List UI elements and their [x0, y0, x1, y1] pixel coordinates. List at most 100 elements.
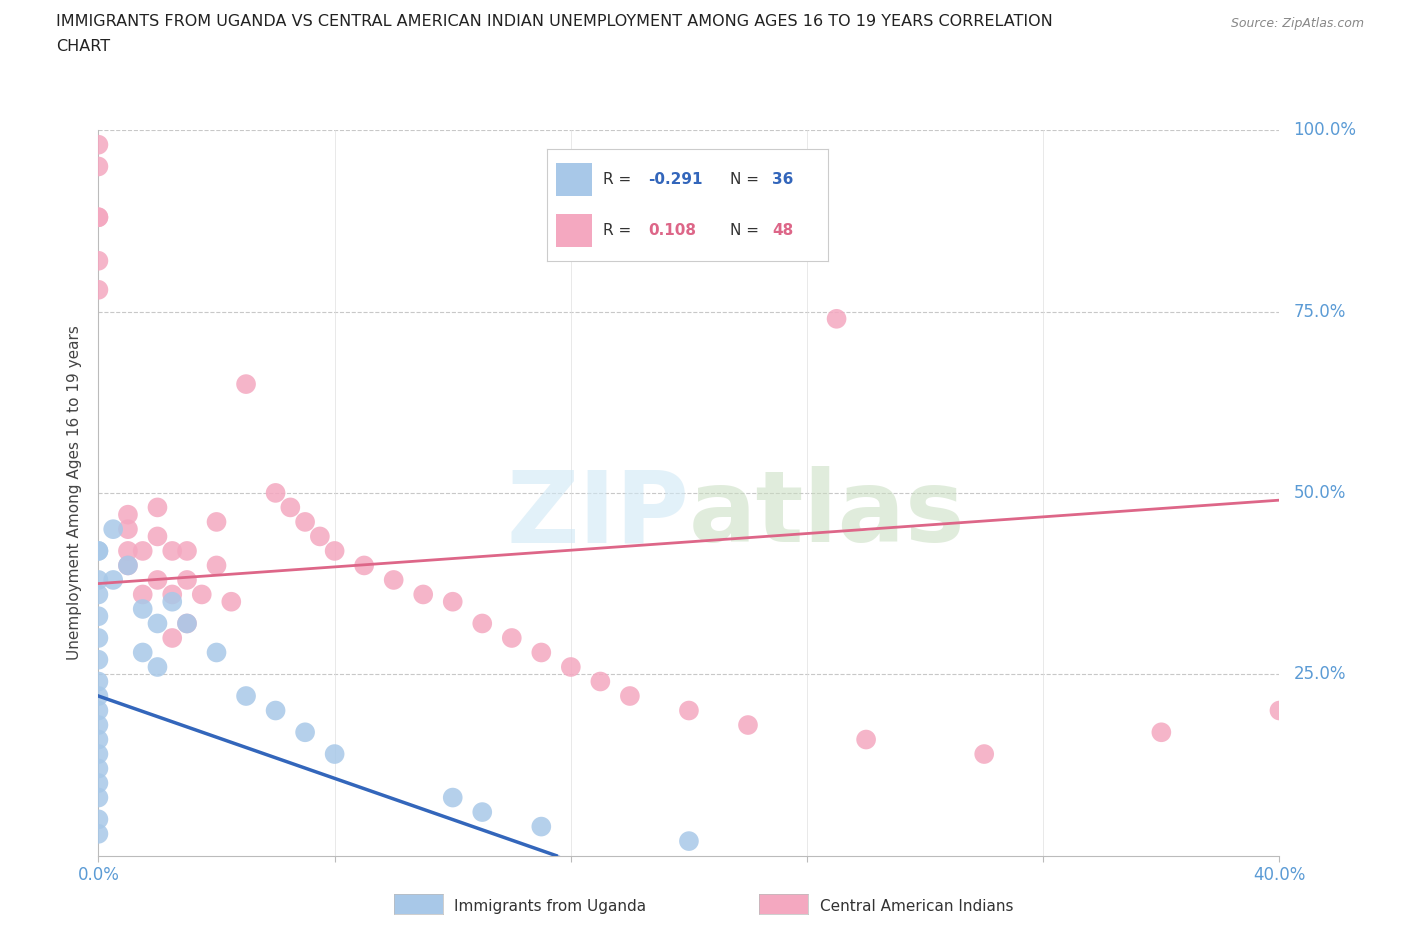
Point	[162, 594, 183, 609]
Point	[619, 688, 641, 703]
Point	[87, 747, 110, 762]
Text: 36: 36	[772, 172, 793, 187]
Point	[117, 543, 139, 558]
Point	[560, 659, 582, 674]
Point	[162, 543, 183, 558]
Point	[219, 594, 242, 609]
Point	[973, 747, 995, 762]
Point	[87, 674, 110, 689]
Point	[441, 790, 464, 805]
Point	[87, 812, 110, 827]
Point	[205, 645, 228, 660]
Point	[205, 514, 228, 529]
Point	[87, 776, 110, 790]
Text: Immigrants from Uganda: Immigrants from Uganda	[454, 899, 647, 914]
Point	[87, 543, 110, 558]
Point	[87, 138, 110, 153]
Point	[162, 587, 183, 602]
Text: ZIP: ZIP	[506, 466, 689, 564]
Point	[117, 522, 139, 537]
Point	[191, 587, 214, 602]
Point	[132, 602, 155, 617]
Point	[87, 253, 110, 268]
Point	[87, 283, 110, 298]
Y-axis label: Unemployment Among Ages 16 to 19 years: Unemployment Among Ages 16 to 19 years	[67, 326, 83, 660]
Point	[294, 724, 316, 739]
Point	[235, 688, 257, 703]
Point	[87, 688, 110, 703]
Point	[87, 210, 110, 225]
Point	[176, 616, 198, 631]
Text: 75.0%: 75.0%	[1294, 302, 1346, 321]
Point	[278, 500, 302, 515]
Text: R =: R =	[603, 223, 641, 238]
Point	[87, 732, 110, 747]
Text: CHART: CHART	[56, 39, 110, 54]
Point	[589, 674, 612, 689]
Text: atlas: atlas	[689, 466, 966, 564]
Point	[176, 573, 198, 588]
Point	[87, 210, 110, 225]
Text: Source: ZipAtlas.com: Source: ZipAtlas.com	[1230, 17, 1364, 30]
FancyBboxPatch shape	[555, 163, 592, 196]
Point	[146, 529, 169, 544]
Point	[323, 543, 346, 558]
Point	[205, 558, 228, 573]
Point	[87, 631, 110, 645]
Point	[412, 587, 434, 602]
Point	[87, 790, 110, 805]
Point	[353, 558, 375, 573]
Point	[103, 522, 125, 537]
Point	[1268, 703, 1291, 718]
Point	[87, 159, 110, 174]
Point	[176, 616, 198, 631]
Text: IMMIGRANTS FROM UGANDA VS CENTRAL AMERICAN INDIAN UNEMPLOYMENT AMONG AGES 16 TO : IMMIGRANTS FROM UGANDA VS CENTRAL AMERIC…	[56, 14, 1053, 29]
Point	[87, 609, 110, 624]
Point	[501, 631, 523, 645]
Text: 0.108: 0.108	[648, 223, 696, 238]
Point	[678, 833, 700, 848]
Text: -0.291: -0.291	[648, 172, 703, 187]
Point	[737, 718, 759, 733]
Point	[103, 573, 125, 588]
Text: Central American Indians: Central American Indians	[820, 899, 1014, 914]
Point	[471, 616, 494, 631]
Point	[294, 514, 316, 529]
Text: R =: R =	[603, 172, 637, 187]
Point	[382, 573, 405, 588]
Point	[87, 587, 110, 602]
Point	[117, 507, 139, 522]
Point	[441, 594, 464, 609]
Text: 25.0%: 25.0%	[1294, 665, 1346, 684]
Point	[235, 377, 257, 392]
Point	[146, 616, 169, 631]
Point	[87, 573, 110, 588]
Point	[132, 645, 155, 660]
Point	[678, 703, 700, 718]
Text: N =: N =	[730, 172, 763, 187]
Point	[530, 645, 553, 660]
Point	[87, 827, 110, 842]
Point	[146, 500, 169, 515]
Point	[87, 652, 110, 667]
Point	[264, 703, 287, 718]
FancyBboxPatch shape	[555, 214, 592, 247]
Point	[132, 543, 155, 558]
Point	[1150, 724, 1173, 739]
Text: 100.0%: 100.0%	[1294, 121, 1357, 140]
Text: N =: N =	[730, 223, 763, 238]
Text: 50.0%: 50.0%	[1294, 484, 1346, 502]
Point	[132, 587, 155, 602]
Point	[117, 558, 139, 573]
Point	[471, 804, 494, 819]
Point	[530, 819, 553, 834]
Point	[162, 631, 183, 645]
Point	[264, 485, 287, 500]
Point	[87, 703, 110, 718]
Point	[855, 732, 877, 747]
Point	[87, 543, 110, 558]
Point	[323, 747, 346, 762]
Point	[176, 543, 198, 558]
Text: 48: 48	[772, 223, 793, 238]
Point	[87, 761, 110, 776]
